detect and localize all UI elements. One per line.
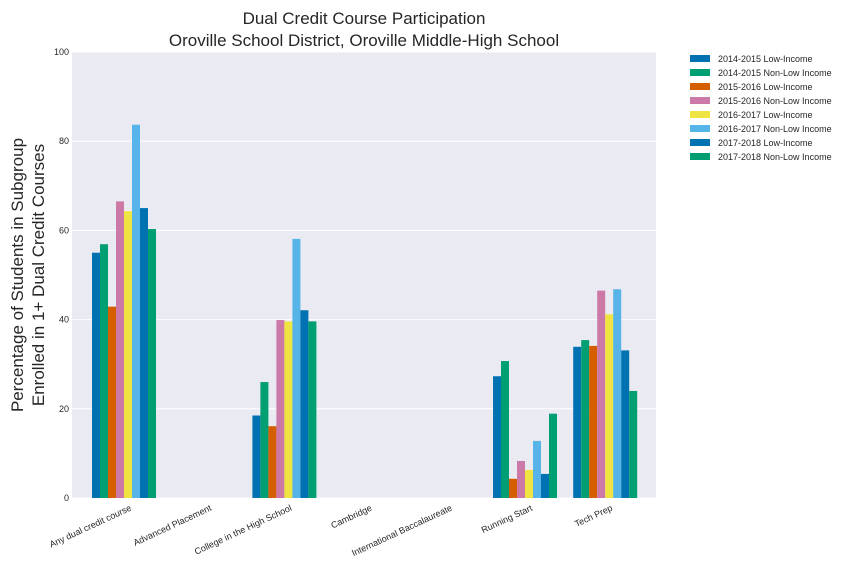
legend-swatch: [690, 83, 710, 90]
bar: [517, 460, 525, 498]
legend-swatch: [690, 125, 710, 132]
bar: [116, 201, 124, 498]
legend-label: 2017-2018 Low-Income: [718, 138, 813, 148]
legend-swatch: [690, 153, 710, 160]
bar: [276, 320, 285, 498]
y-tick-label: 100: [54, 47, 69, 57]
bar: [613, 289, 622, 498]
bar: [541, 473, 549, 498]
legend-swatch: [690, 97, 710, 104]
bar: [573, 346, 582, 498]
bar: [581, 340, 590, 498]
bar: [605, 314, 614, 498]
bar: [108, 306, 116, 498]
y-tick-label: 40: [59, 315, 69, 325]
bar: [260, 382, 269, 498]
bar: [292, 238, 301, 498]
chart-subtitle: Oroville School District, Oroville Middl…: [169, 31, 559, 50]
bar: [100, 244, 108, 498]
bar: [509, 478, 517, 498]
y-tick-label: 60: [59, 225, 69, 235]
bar: [597, 290, 606, 498]
bar: [300, 310, 309, 498]
bars-group: [92, 124, 638, 499]
y-axis-label-line1: Percentage of Students in Subgroup: [8, 138, 27, 412]
bar: [124, 211, 132, 499]
legend-label: 2014-2015 Non-Low Income: [718, 68, 832, 78]
legend-label: 2017-2018 Non-Low Income: [718, 152, 832, 162]
legend: 2014-2015 Low-Income 2014-2015 Non-Low In…: [690, 54, 832, 162]
legend-label: 2014-2015 Low-Income: [718, 54, 813, 64]
bar: [525, 469, 533, 498]
y-tick-labels: 0 20 40 60 80 100: [54, 47, 69, 503]
y-axis-label-line2: Enrolled in 1+ Dual Credit Courses: [29, 144, 48, 406]
bar: [501, 361, 509, 498]
legend-label: 2016-2017 Non-Low Income: [718, 124, 832, 134]
chart-title: Dual Credit Course Participation: [243, 9, 486, 28]
bar: [132, 124, 140, 498]
bar: [493, 376, 501, 498]
y-tick-label: 20: [59, 404, 69, 414]
bar: [148, 229, 156, 498]
legend-label: 2015-2016 Low-Income: [718, 82, 813, 92]
bar: [589, 345, 598, 498]
bar: [268, 426, 277, 498]
bar: [92, 252, 100, 498]
legend-swatch: [690, 111, 710, 118]
x-tick-label: Tech Prep: [573, 503, 614, 529]
y-tick-label: 80: [59, 136, 69, 146]
bar: [629, 390, 638, 498]
x-tick-label: Running Start: [480, 503, 535, 536]
bar: [308, 321, 317, 498]
gridlines: [72, 51, 656, 499]
bar: [140, 208, 148, 498]
bar: [549, 413, 557, 498]
legend-swatch: [690, 55, 710, 62]
bar: [621, 350, 630, 498]
bar: [284, 321, 293, 498]
x-tick-label: Advanced Placement: [132, 503, 214, 548]
bar: [533, 440, 541, 498]
legend-swatch: [690, 139, 710, 146]
plot-area: [72, 52, 656, 498]
legend-label: 2016-2017 Low-Income: [718, 110, 813, 120]
legend-label: 2015-2016 Non-Low Income: [718, 96, 832, 106]
x-tick-label: Any dual credit course: [48, 503, 133, 550]
legend-swatch: [690, 69, 710, 76]
bar: [252, 415, 261, 498]
y-tick-label: 0: [64, 493, 69, 503]
x-tick-label: Cambridge: [329, 503, 373, 531]
